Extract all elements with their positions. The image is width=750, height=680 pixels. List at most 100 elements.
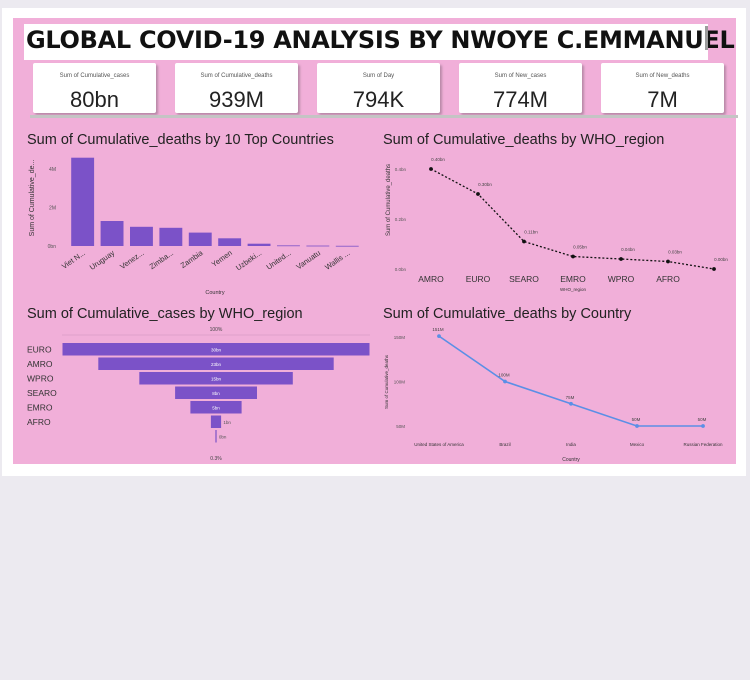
bar[interactable] — [335, 245, 359, 247]
y-axis-title: Sum of Cumulative_de... — [29, 160, 36, 237]
x-axis-title: Country — [205, 290, 225, 296]
kpi-label: Sum of Cumulative_deaths — [200, 73, 273, 79]
x-tick-label: Vanuatu — [294, 248, 322, 271]
kpi-label: Sum of New_deaths — [635, 73, 690, 79]
y-tick-label: 0.2bn — [395, 217, 407, 222]
x-tick-label: Wallis ... — [323, 248, 351, 271]
kpi-label: Sum of New_cases — [494, 73, 547, 79]
funnel-bottom-label: 0.3% — [210, 456, 222, 462]
kpi-value: 774M — [492, 87, 549, 112]
y-tick-label: 2M — [49, 206, 56, 212]
x-tick-label: Brazil — [499, 442, 510, 447]
y-tick-label: 50M — [396, 424, 405, 429]
funnel-category-label: SEARO — [27, 388, 57, 398]
funnel-bar[interactable] — [190, 401, 242, 414]
data-point[interactable] — [437, 334, 441, 338]
funnel-bar[interactable] — [62, 343, 370, 356]
data-label: 50M — [632, 417, 641, 422]
funnel-value-label: 30bn — [211, 347, 222, 352]
x-tick-label: Russian Federation — [683, 442, 723, 447]
funnel-bar[interactable] — [215, 430, 217, 443]
x-tick-label: AMRO — [418, 274, 444, 284]
kpi-value: 80bn — [70, 87, 119, 112]
kpi-divider — [30, 115, 738, 118]
data-point[interactable] — [429, 167, 433, 171]
x-tick-label: Zimba... — [148, 248, 175, 271]
funnel-value-label: 5bn — [212, 405, 220, 410]
data-label: 0.40bn — [431, 157, 445, 162]
y-axis-title: Sum of Cumulative_deaths — [386, 164, 392, 236]
x-tick-label: Yemen — [210, 248, 234, 269]
chart-title: Sum of Cumulative_deaths by 10 Top Count… — [27, 132, 334, 148]
kpi-label: Sum of Day — [362, 73, 395, 79]
bar[interactable] — [277, 245, 300, 247]
canvas-top-strip — [13, 8, 736, 18]
data-label: 0.00bn — [714, 257, 728, 262]
data-point[interactable] — [476, 192, 480, 196]
x-axis-title: Country — [562, 457, 580, 463]
data-label: 0.05bn — [573, 245, 587, 250]
x-axis-title: WHO_region — [560, 287, 587, 292]
bar[interactable] — [188, 232, 212, 246]
funnel-category-label: EMRO — [27, 402, 53, 412]
data-point[interactable] — [701, 424, 705, 428]
data-point[interactable] — [712, 267, 716, 271]
data-label: 0.03bn — [668, 250, 682, 255]
x-tick-label: Uzbeki... — [234, 248, 263, 272]
kpi-card-new-cases[interactable]: Sum of New_cases 774M — [459, 63, 582, 113]
data-point[interactable] — [503, 379, 507, 384]
x-tick-label: WPRO — [608, 274, 635, 284]
chart-title: Sum of Cumulative_cases by WHO_region — [27, 306, 303, 322]
funnel-value-label: 23bn — [211, 362, 222, 367]
x-tick-label: India — [566, 442, 576, 447]
x-tick-label: Mexico — [630, 442, 645, 447]
chart-title: Sum of Cumulative_deaths by WHO_region — [383, 132, 665, 148]
funnel-bar[interactable] — [175, 386, 257, 400]
kpi-card-new-deaths[interactable]: Sum of New_deaths 7M — [601, 63, 724, 113]
series-line — [438, 335, 703, 427]
data-label: 151M — [432, 327, 444, 332]
kpi-value: 939M — [208, 87, 265, 112]
funnel-value-label: 1bn — [223, 420, 231, 425]
x-tick-label: United... — [265, 248, 293, 271]
kpi-value: 794K — [352, 87, 405, 112]
x-tick-label: Venez... — [118, 248, 145, 271]
bar[interactable] — [218, 238, 242, 246]
kpi-label: Sum of Cumulative_cases — [59, 73, 130, 79]
data-label: 0.11bn — [524, 230, 538, 235]
title-card — [24, 24, 708, 60]
x-tick-label: AFRO — [656, 274, 680, 284]
data-point[interactable] — [666, 259, 670, 264]
funnel-bar[interactable] — [98, 357, 334, 371]
funnel-value-label: 15bn — [211, 376, 222, 381]
funnel-bar[interactable] — [139, 372, 293, 385]
data-point[interactable] — [569, 401, 573, 406]
data-label: 75M — [566, 395, 575, 400]
data-point[interactable] — [522, 239, 526, 244]
data-point[interactable] — [635, 424, 639, 428]
bar[interactable] — [247, 243, 271, 246]
x-tick-label: Uruguay — [88, 248, 117, 272]
data-point[interactable] — [571, 254, 575, 259]
kpi-card-cumulative-deaths[interactable]: Sum of Cumulative_deaths 939M — [175, 63, 298, 113]
bar[interactable] — [306, 245, 330, 247]
y-tick-label: 150M — [394, 335, 406, 340]
y-tick-label: 100M — [394, 380, 406, 385]
data-point[interactable] — [619, 257, 623, 261]
x-tick-label: EMRO — [560, 274, 586, 284]
bar[interactable] — [100, 221, 124, 246]
bar[interactable] — [130, 226, 153, 246]
funnel-category-label: EURO — [27, 344, 52, 354]
kpi-card-cumulative-cases[interactable]: Sum of Cumulative_cases 80bn — [33, 63, 156, 113]
funnel-bar[interactable] — [210, 415, 222, 429]
bar[interactable] — [71, 157, 95, 246]
title-scroll-handle[interactable] — [705, 26, 708, 50]
kpi-card-day[interactable]: Sum of Day 794K — [317, 63, 440, 113]
x-tick-label: SEARO — [509, 274, 539, 284]
funnel-value-label: 8bn — [212, 391, 220, 396]
x-tick-label: EURO — [466, 274, 491, 284]
funnel-value-label: 0bn — [219, 434, 227, 439]
bar[interactable] — [159, 227, 183, 246]
data-label: 0.30bn — [478, 182, 492, 187]
